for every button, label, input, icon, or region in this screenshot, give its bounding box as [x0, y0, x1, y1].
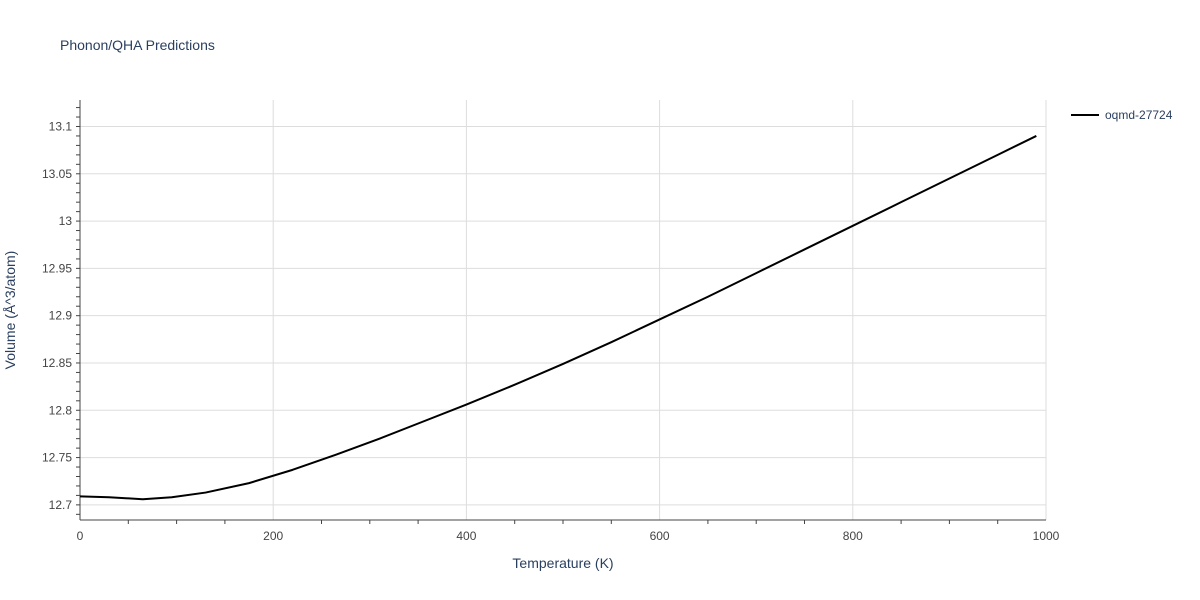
y-tick-label: 12.75	[42, 451, 72, 465]
y-tick-label: 13.05	[42, 167, 72, 181]
legend-label: oqmd-27724	[1105, 108, 1173, 122]
y-tick-label: 12.85	[42, 356, 72, 370]
x-tick-label: 800	[843, 529, 863, 543]
x-axis-title: Temperature (K)	[512, 555, 613, 571]
y-tick-label: 12.95	[42, 261, 72, 275]
legend[interactable]: oqmd-27724	[1071, 108, 1173, 122]
gridlines	[80, 100, 1047, 520]
x-tick-label: 1000	[1033, 529, 1060, 543]
y-tick-label: 13	[59, 214, 73, 228]
y-axis-title: Volume (Å^3/atom)	[2, 251, 18, 370]
series-layer	[79, 135, 1037, 501]
y-tick-label: 12.7	[49, 498, 73, 512]
x-tick-label: 600	[650, 529, 670, 543]
x-tick-label: 200	[263, 529, 283, 543]
chart-title: Phonon/QHA Predictions	[60, 37, 215, 53]
y-tick-label: 12.9	[49, 309, 73, 323]
y-tick-label: 12.8	[49, 403, 73, 417]
y-tick-label: 13.1	[49, 119, 73, 133]
axes: 0 200 400 600 800 1000 12.7 12.75 12.8 12.85 12.9 1…	[42, 100, 1060, 543]
x-tick-label: 400	[456, 529, 476, 543]
series-line	[79, 135, 1037, 501]
x-tick-label: 0	[77, 529, 84, 543]
